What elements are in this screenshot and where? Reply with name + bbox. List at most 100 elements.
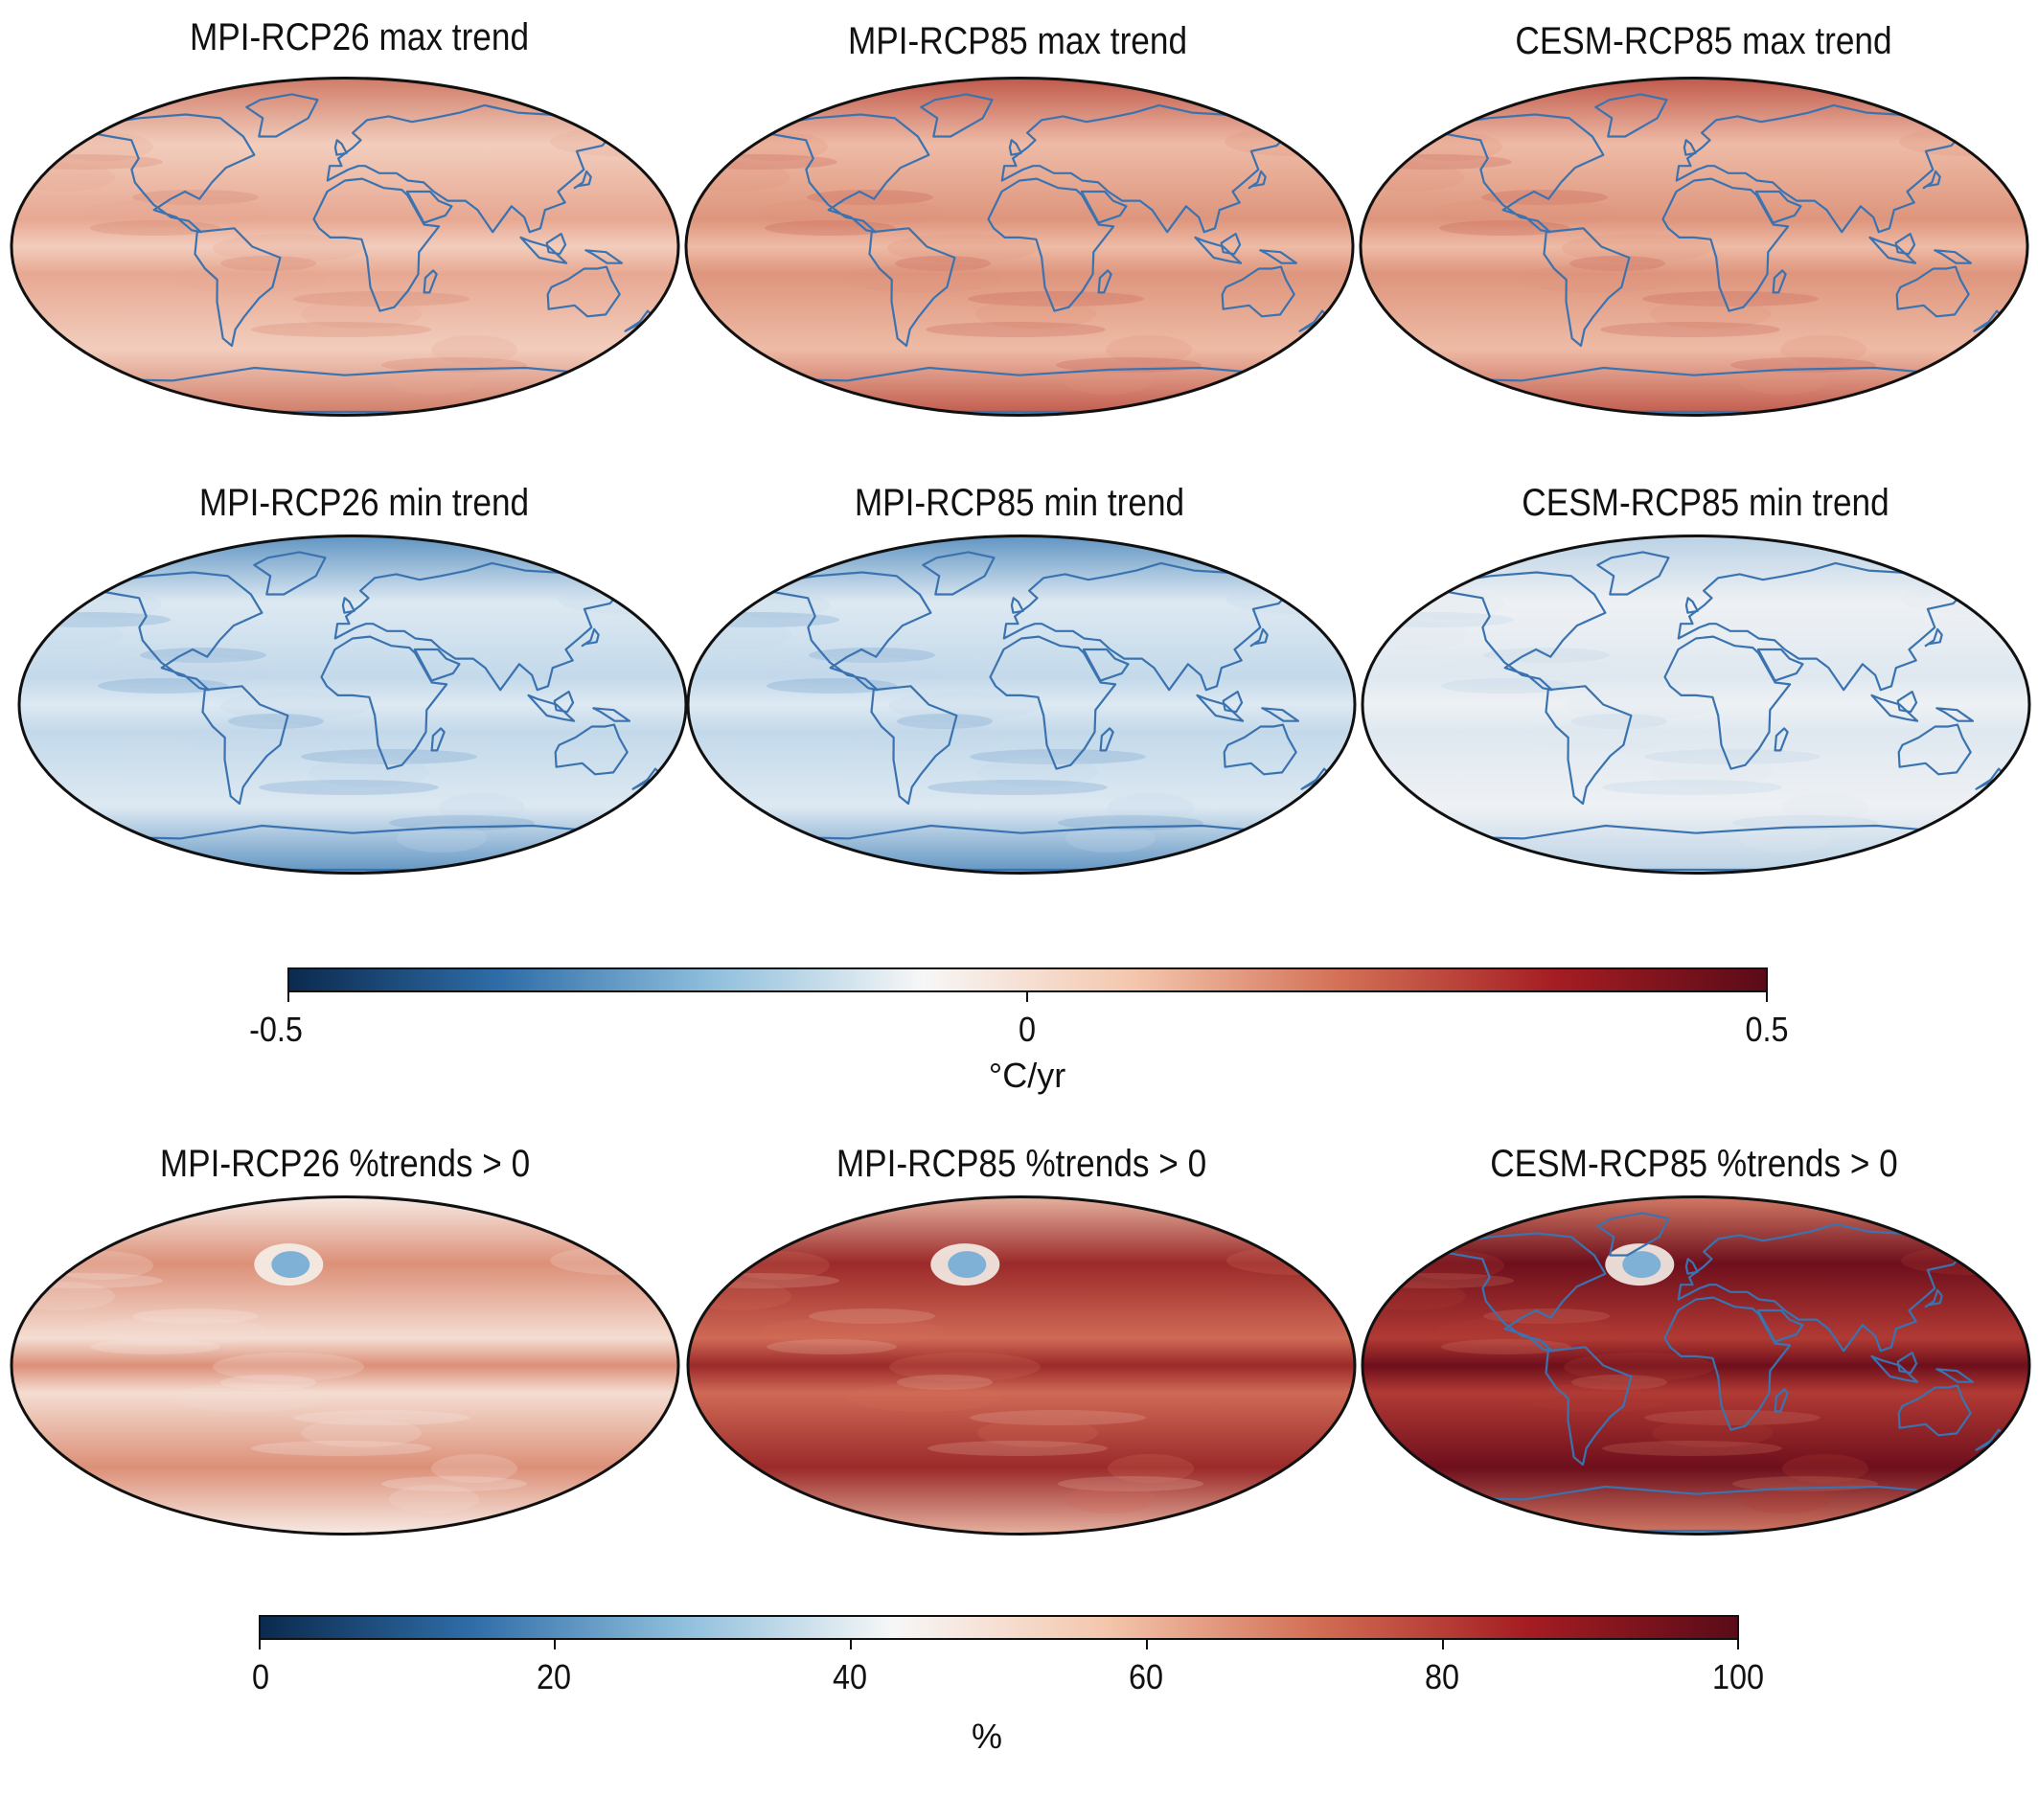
colorbar-pct-tick-label: 80 — [1424, 1657, 1460, 1696]
field-texture — [1433, 1317, 1619, 1346]
title-r0-c1: MPI-RCP85 max trend — [847, 20, 1188, 62]
coastline — [1543, 227, 1631, 348]
coastline — [1684, 1258, 1699, 1275]
coastline — [1870, 694, 1919, 722]
coastline — [920, 93, 994, 138]
coastline — [581, 627, 600, 648]
field-texture — [1441, 1339, 1571, 1354]
field-texture — [178, 722, 333, 751]
field-texture — [301, 749, 477, 764]
field-texture — [1780, 335, 1866, 364]
colorbar-pct-tick-label: 100 — [1711, 1657, 1765, 1696]
coastline — [546, 265, 621, 318]
coastline — [1935, 1368, 1974, 1383]
coastline — [1663, 635, 1792, 770]
map-field — [1362, 1196, 2029, 1535]
field-texture — [686, 163, 790, 192]
coastline — [1594, 93, 1668, 138]
title-r1-c1: MPI-RCP85 min trend — [854, 482, 1185, 524]
title-r2-c0: MPI-RCP26 %trends > 0 — [159, 1143, 531, 1185]
field-texture — [1602, 1441, 1782, 1456]
coastline — [870, 685, 958, 806]
field-texture — [132, 1308, 259, 1324]
field-texture — [11, 163, 115, 192]
field-texture — [462, 1520, 632, 1535]
coastline — [1221, 265, 1295, 318]
field-texture — [1144, 83, 1259, 99]
field-texture — [1362, 621, 1466, 649]
map-field — [11, 78, 678, 416]
colorbar-trend-gradient — [287, 967, 1768, 992]
coastline — [545, 233, 567, 256]
title-r2-c1: MPI-RCP85 %trends > 0 — [836, 1143, 1207, 1185]
coastline — [1677, 1222, 1964, 1353]
field-texture — [439, 793, 525, 822]
coastline — [1677, 561, 1964, 692]
coastline — [1924, 627, 1943, 648]
coastline — [1924, 1288, 1943, 1308]
coastline — [1437, 113, 1605, 234]
colorbar-pct-tick — [850, 1640, 852, 1649]
field-texture — [259, 780, 439, 795]
field-texture — [757, 198, 943, 227]
field-texture — [389, 1485, 479, 1513]
coastline — [1896, 691, 1918, 714]
coastline — [1756, 1308, 1804, 1343]
colorbar-pct-tick — [1737, 1640, 1739, 1649]
coastline — [1897, 1384, 1972, 1437]
coastline — [989, 635, 1117, 770]
coastline — [759, 824, 1287, 872]
map-field — [19, 535, 686, 874]
anomaly-blob — [948, 1251, 987, 1279]
field-texture — [381, 1476, 527, 1491]
map-outline — [1361, 1195, 2031, 1536]
coastline — [1774, 727, 1789, 752]
coastline — [320, 635, 448, 770]
map-outline — [1359, 77, 2029, 417]
field-texture — [90, 656, 276, 685]
coastline — [1008, 139, 1022, 156]
coastline — [245, 93, 319, 138]
field-texture — [1188, 851, 1299, 866]
coastline — [1934, 249, 1972, 264]
field-texture — [970, 1410, 1146, 1425]
field-texture — [1600, 322, 1780, 337]
field-texture — [1138, 859, 1309, 874]
coastline — [763, 113, 930, 234]
coastline — [1259, 249, 1297, 264]
coastline — [312, 177, 441, 312]
field-texture — [82, 1317, 268, 1346]
coastline — [1894, 233, 1916, 256]
field-texture — [1949, 119, 2027, 134]
field-texture — [1863, 1512, 1974, 1527]
field-texture — [171, 1383, 326, 1412]
coastline — [341, 597, 355, 614]
field-texture — [389, 366, 479, 395]
map-r1-c2 — [1361, 535, 2031, 875]
field-texture — [228, 714, 324, 729]
field-texture — [607, 577, 686, 592]
field-texture — [220, 1375, 316, 1390]
coastline — [519, 236, 568, 264]
coastline — [765, 571, 932, 692]
field-texture — [1146, 541, 1261, 557]
field-texture — [19, 546, 56, 561]
map-outline — [684, 77, 1355, 417]
coastline — [1754, 190, 1802, 224]
coastline — [423, 269, 438, 294]
field-texture — [1188, 1512, 1299, 1527]
colorbar-trend-tick — [287, 992, 289, 1002]
field-texture — [431, 1454, 517, 1483]
coastline — [1010, 597, 1024, 614]
field-texture — [1065, 824, 1156, 853]
field-texture — [11, 1207, 48, 1222]
coastline — [1545, 685, 1633, 806]
coastline — [1097, 269, 1112, 294]
field-texture — [1602, 780, 1782, 795]
field-texture — [889, 692, 1041, 720]
anomaly-blob — [1622, 1251, 1661, 1279]
coastline — [1433, 824, 1961, 872]
colorbar-trend-tick-label: 0 — [1018, 1010, 1037, 1049]
field-texture — [469, 859, 640, 874]
colorbar-pct-tick — [1442, 1640, 1444, 1649]
